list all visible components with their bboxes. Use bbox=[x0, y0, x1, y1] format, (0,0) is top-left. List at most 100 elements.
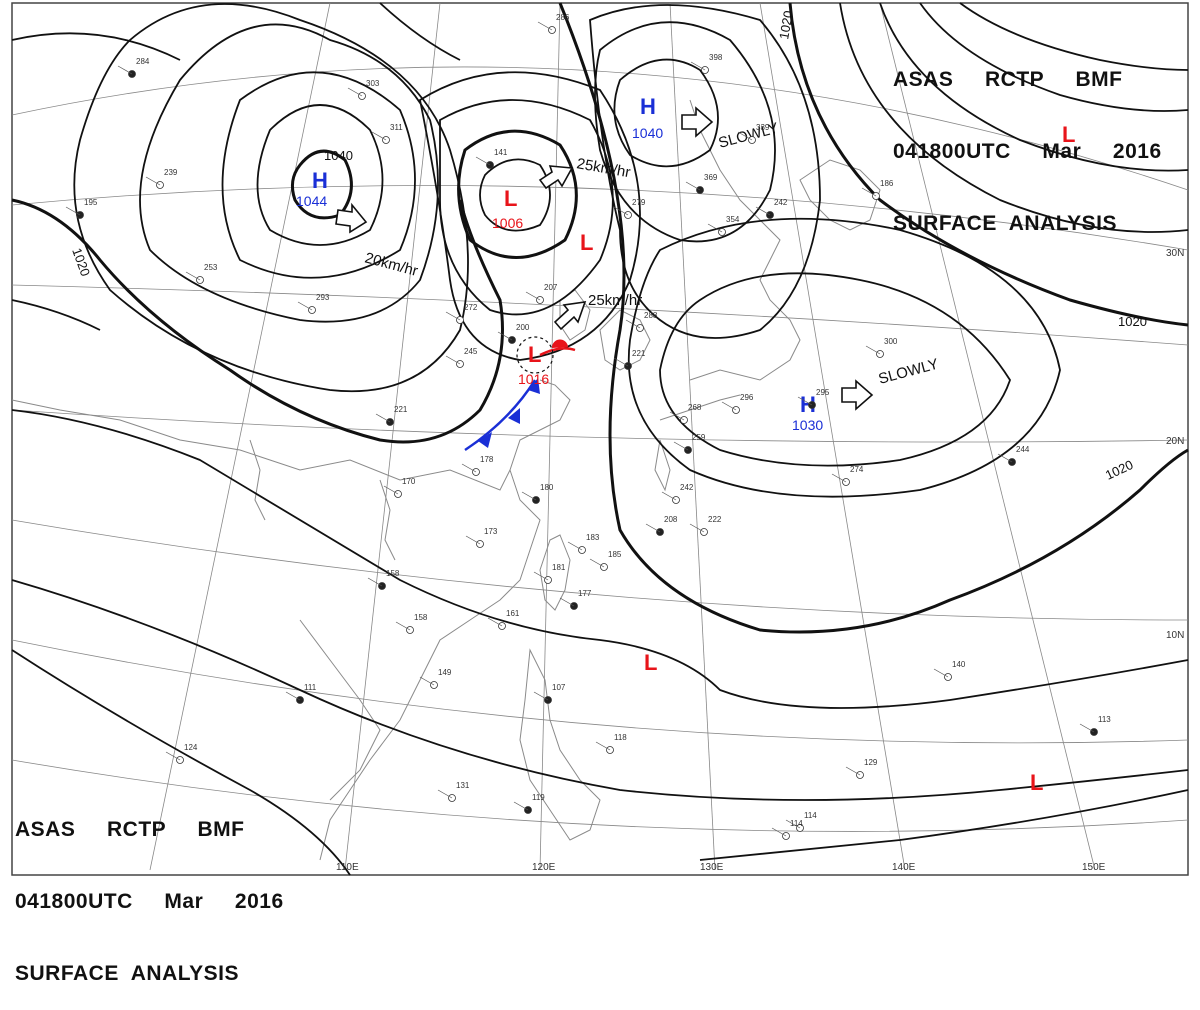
station-pressure: 114 bbox=[804, 811, 817, 820]
movement-label: 25km/hr bbox=[588, 292, 642, 309]
wind-barb bbox=[371, 131, 387, 141]
station-pressure: 242 bbox=[680, 483, 694, 492]
arrow-icon bbox=[553, 301, 587, 331]
high-letter: H bbox=[800, 392, 816, 417]
wind-barb bbox=[497, 331, 513, 341]
wind-barb bbox=[690, 61, 706, 71]
arrow-icon bbox=[335, 202, 368, 234]
isobars bbox=[11, 2, 1189, 876]
wind-barb bbox=[707, 223, 723, 233]
station-pressure: 296 bbox=[740, 393, 754, 402]
cold-front-triangle bbox=[478, 432, 492, 448]
isobar-label: 1040 bbox=[324, 148, 353, 163]
station-pressure: 158 bbox=[386, 569, 400, 578]
station-pressure: 311 bbox=[390, 123, 403, 132]
wind-barb bbox=[861, 187, 877, 197]
station-pressure: 141 bbox=[494, 148, 508, 157]
station-pressure: 195 bbox=[84, 198, 98, 207]
station-pressure: 284 bbox=[136, 57, 150, 66]
high-value: 1030 bbox=[792, 417, 823, 433]
wind-barb bbox=[475, 156, 491, 166]
wind-barb bbox=[831, 473, 847, 483]
wind-barb bbox=[465, 535, 481, 545]
wind-barb bbox=[285, 691, 301, 701]
station-pressure: 259 bbox=[692, 433, 706, 442]
low-letter: L bbox=[1062, 122, 1075, 147]
station-pressure: 288 bbox=[644, 311, 658, 320]
wind-barb bbox=[437, 789, 453, 799]
low-value: 1006 bbox=[492, 215, 523, 231]
chart-header-bottom-left: ASAS RCTP BMF 041800UTC Mar 2016 SURFACE… bbox=[15, 770, 284, 1010]
station-pressure: 183 bbox=[586, 533, 600, 542]
wind-barb bbox=[689, 523, 705, 533]
header-line: ASAS RCTP BMF bbox=[15, 818, 245, 841]
longitude-label: 110E bbox=[336, 862, 359, 873]
wind-barb bbox=[661, 491, 677, 501]
station-pressure: 111 bbox=[304, 683, 317, 692]
station-pressure: 242 bbox=[774, 198, 788, 207]
station-pressure: 119 bbox=[532, 793, 545, 802]
wind-barb bbox=[737, 131, 753, 141]
station-pressure: 268 bbox=[688, 403, 702, 412]
cold-front-triangle bbox=[508, 408, 520, 424]
wind-barb bbox=[375, 413, 391, 423]
station-pressure: 221 bbox=[632, 349, 646, 358]
arrow-icon bbox=[841, 379, 874, 411]
station-pressure: 107 bbox=[552, 683, 566, 692]
station-pressure: 177 bbox=[578, 589, 592, 598]
low-letter: L bbox=[504, 186, 517, 211]
wind-barb bbox=[537, 21, 553, 31]
wind-barb bbox=[521, 491, 537, 501]
station-pressure: 208 bbox=[664, 515, 678, 524]
wind-barb bbox=[589, 558, 605, 568]
high-pressure-centers: H 1044 H 1040 H 1030 bbox=[296, 94, 823, 433]
station-pressure: 369 bbox=[704, 173, 718, 182]
graticule-labels: 30N 20N 10N 110E 120E 130E 140E 150E bbox=[336, 248, 1184, 873]
low-letter: L bbox=[1030, 770, 1043, 795]
station-pressure: 293 bbox=[316, 293, 330, 302]
wind-barb bbox=[1079, 723, 1095, 733]
wind-barb bbox=[559, 597, 575, 607]
wind-barb bbox=[845, 766, 861, 776]
isobar-label: 1020 bbox=[1118, 314, 1147, 329]
longitude-label: 120E bbox=[532, 862, 556, 873]
wind-barb bbox=[785, 819, 801, 829]
latitude-label: 20N bbox=[1166, 436, 1184, 447]
front-system bbox=[464, 336, 576, 452]
wind-barb bbox=[673, 441, 689, 451]
wind-barb bbox=[685, 181, 701, 191]
station-pressure: 161 bbox=[506, 609, 520, 618]
wind-barb bbox=[771, 827, 787, 837]
station-pressure: 113 bbox=[1098, 715, 1111, 724]
wind-barb bbox=[525, 291, 541, 301]
dashed-low-circle bbox=[516, 336, 554, 374]
station-pressure: 129 bbox=[864, 758, 878, 767]
wind-barb bbox=[347, 87, 363, 97]
latitude-label: 10N bbox=[1166, 630, 1184, 641]
station-pressure: 244 bbox=[1016, 445, 1030, 454]
station-pressure: 222 bbox=[708, 515, 722, 524]
isobar-label: 1020 bbox=[776, 9, 796, 40]
wind-barb bbox=[533, 571, 549, 581]
station-pressure: 186 bbox=[880, 179, 894, 188]
station-pressure: 354 bbox=[726, 215, 740, 224]
station-pressure: 118 bbox=[614, 733, 627, 742]
wind-barb bbox=[567, 541, 583, 551]
wind-barb bbox=[625, 319, 641, 329]
station-pressure: 131 bbox=[456, 781, 470, 790]
station-pressure: 300 bbox=[884, 337, 898, 346]
high-letter: H bbox=[640, 94, 656, 119]
low-letter: L bbox=[644, 650, 657, 675]
station-pressure: 149 bbox=[438, 668, 452, 677]
wind-barb bbox=[117, 65, 133, 75]
wind-barb bbox=[297, 301, 313, 311]
surface-analysis-map: 1040 1020 1020 1020 1020 20km/hr 25km/hr… bbox=[11, 2, 1189, 876]
longitude-label: 150E bbox=[1082, 862, 1106, 873]
station-pressure: 245 bbox=[464, 347, 478, 356]
station-pressure: 221 bbox=[394, 405, 408, 414]
station-pressure: 279 bbox=[632, 198, 646, 207]
header-line: 041800UTC Mar 2016 bbox=[15, 890, 284, 913]
wind-barb bbox=[461, 463, 477, 473]
arrow-icon bbox=[681, 106, 714, 138]
wind-barb bbox=[865, 345, 881, 355]
